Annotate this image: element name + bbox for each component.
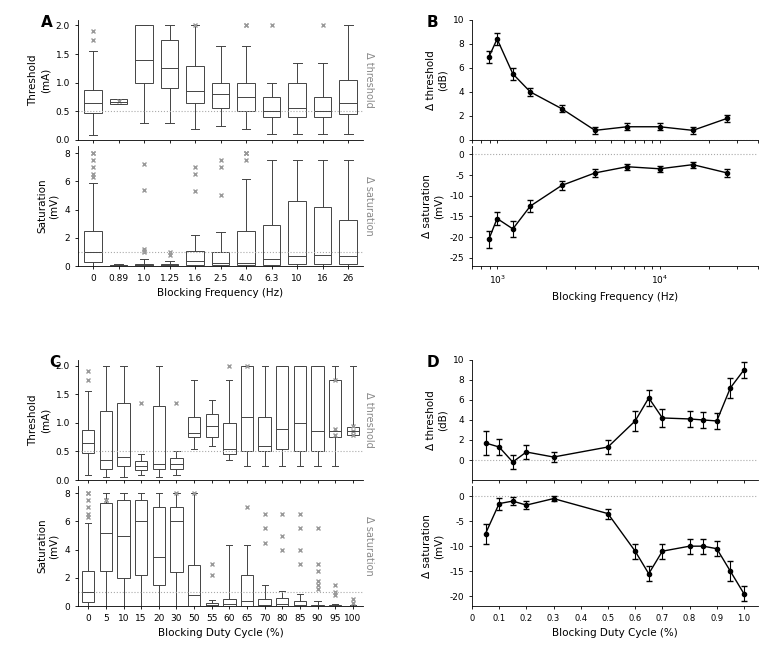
PathPatch shape xyxy=(170,458,183,469)
PathPatch shape xyxy=(206,415,218,437)
PathPatch shape xyxy=(263,225,280,265)
PathPatch shape xyxy=(211,83,229,109)
PathPatch shape xyxy=(329,380,341,437)
PathPatch shape xyxy=(237,231,255,265)
X-axis label: Blocking Duty Cycle (%): Blocking Duty Cycle (%) xyxy=(158,629,284,639)
PathPatch shape xyxy=(288,201,306,264)
PathPatch shape xyxy=(161,40,179,88)
PathPatch shape xyxy=(339,80,357,114)
Text: B: B xyxy=(427,15,437,30)
PathPatch shape xyxy=(259,599,271,606)
PathPatch shape xyxy=(186,65,204,103)
PathPatch shape xyxy=(117,403,130,466)
PathPatch shape xyxy=(223,599,235,606)
PathPatch shape xyxy=(276,598,288,606)
Y-axis label: Δ threshold
(dB): Δ threshold (dB) xyxy=(426,390,448,450)
Y-axis label: Saturation
(mV): Saturation (mV) xyxy=(37,519,59,573)
Y-axis label: Δ threshold: Δ threshold xyxy=(364,52,375,108)
PathPatch shape xyxy=(188,565,200,606)
Y-axis label: Δ saturation
(mV): Δ saturation (mV) xyxy=(423,174,444,238)
PathPatch shape xyxy=(82,430,95,453)
Y-axis label: Threshold
(mA): Threshold (mA) xyxy=(29,394,51,445)
Text: D: D xyxy=(427,355,439,370)
PathPatch shape xyxy=(110,264,127,266)
PathPatch shape xyxy=(188,417,200,437)
PathPatch shape xyxy=(223,423,235,454)
PathPatch shape xyxy=(206,603,218,606)
X-axis label: Blocking Frequency (Hz): Blocking Frequency (Hz) xyxy=(552,292,678,302)
Y-axis label: Δ saturation: Δ saturation xyxy=(364,176,375,236)
PathPatch shape xyxy=(84,90,102,113)
Y-axis label: Threshold
(mA): Threshold (mA) xyxy=(29,54,51,105)
X-axis label: Blocking Frequency (Hz): Blocking Frequency (Hz) xyxy=(158,289,284,299)
Y-axis label: Δ saturation: Δ saturation xyxy=(364,516,375,576)
PathPatch shape xyxy=(82,571,95,602)
PathPatch shape xyxy=(276,366,288,449)
PathPatch shape xyxy=(84,231,102,262)
PathPatch shape xyxy=(312,366,324,451)
PathPatch shape xyxy=(135,461,148,470)
PathPatch shape xyxy=(237,83,255,111)
PathPatch shape xyxy=(152,406,165,469)
PathPatch shape xyxy=(135,264,153,266)
PathPatch shape xyxy=(288,83,306,117)
Y-axis label: Δ threshold
(dB): Δ threshold (dB) xyxy=(426,50,448,110)
Y-axis label: Δ threshold: Δ threshold xyxy=(364,392,375,448)
PathPatch shape xyxy=(314,207,332,264)
PathPatch shape xyxy=(135,500,148,575)
PathPatch shape xyxy=(241,366,253,451)
PathPatch shape xyxy=(99,503,112,571)
PathPatch shape xyxy=(186,250,204,265)
PathPatch shape xyxy=(135,26,153,83)
PathPatch shape xyxy=(314,97,332,117)
Y-axis label: Saturation
(mV): Saturation (mV) xyxy=(37,179,59,233)
PathPatch shape xyxy=(99,411,112,469)
PathPatch shape xyxy=(259,417,271,451)
PathPatch shape xyxy=(263,97,280,117)
PathPatch shape xyxy=(211,252,229,265)
Y-axis label: Δ saturation
(mV): Δ saturation (mV) xyxy=(423,514,444,578)
PathPatch shape xyxy=(347,428,359,436)
Text: A: A xyxy=(40,15,52,30)
PathPatch shape xyxy=(152,507,165,585)
PathPatch shape xyxy=(110,99,127,104)
PathPatch shape xyxy=(312,605,324,606)
PathPatch shape xyxy=(339,219,357,264)
PathPatch shape xyxy=(294,366,306,451)
PathPatch shape xyxy=(161,264,179,266)
PathPatch shape xyxy=(241,575,253,606)
PathPatch shape xyxy=(294,600,306,606)
PathPatch shape xyxy=(170,507,183,572)
X-axis label: Blocking Duty Cycle (%): Blocking Duty Cycle (%) xyxy=(552,629,678,639)
PathPatch shape xyxy=(117,500,130,578)
Text: C: C xyxy=(49,355,61,370)
